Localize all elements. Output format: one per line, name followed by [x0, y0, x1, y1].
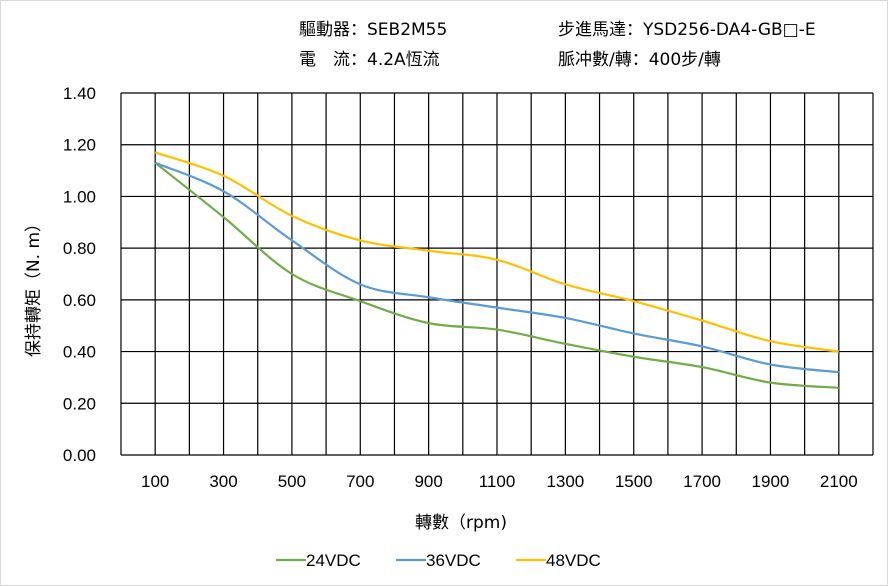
y-tick-label: 0.00 — [63, 446, 96, 465]
x-axis-label: 轉數（rpm) — [415, 513, 507, 533]
x-tick-label: 300 — [209, 472, 237, 491]
y-tick-label: 0.60 — [63, 291, 96, 310]
current-label: 電 流：4.2A恆流 — [299, 50, 440, 70]
x-tick-label: 700 — [346, 472, 374, 491]
legend-label: 36VDC — [426, 551, 481, 570]
y-tick-label: 1.20 — [63, 136, 96, 155]
legend-label: 48VDC — [546, 551, 601, 570]
y-tick-label: 1.40 — [63, 84, 96, 103]
x-tick-label: 1900 — [752, 472, 790, 491]
x-tick-label: 100 — [141, 472, 169, 491]
motor-label: 步進馬達：YSD256-DA4-GB□-E — [558, 20, 816, 40]
y-tick-label: 1.00 — [63, 187, 96, 206]
x-tick-label: 1100 — [479, 472, 516, 491]
driver-label: 驅動器：SEB2M55 — [299, 20, 448, 40]
x-tick-label: 2100 — [820, 472, 858, 491]
series-line-36vdc — [154, 161, 839, 374]
series-line-48vdc — [154, 151, 839, 353]
y-tick-label: 0.80 — [63, 239, 96, 258]
x-tick-label: 1300 — [546, 472, 584, 491]
x-tick-label: 900 — [414, 472, 442, 491]
x-tick-label: 1500 — [615, 472, 653, 491]
y-tick-label: 0.20 — [63, 394, 96, 413]
y-tick-label: 0.40 — [63, 343, 96, 362]
legend-label: 24VDC — [306, 551, 361, 570]
y-axis-label: 保持轉矩（N. m） — [24, 215, 44, 357]
pulses-label: 脈冲數/轉：400步/轉 — [558, 50, 721, 70]
series-line-24vdc — [154, 161, 839, 389]
x-tick-label: 500 — [278, 472, 306, 491]
x-tick-label: 1700 — [683, 472, 721, 491]
